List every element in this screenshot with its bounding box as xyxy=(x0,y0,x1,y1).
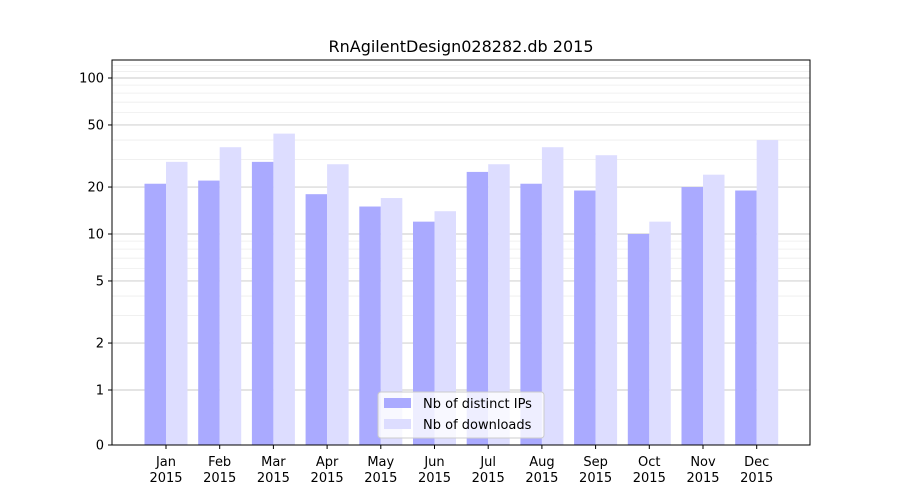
bar-downloads xyxy=(541,147,564,446)
y-axis-ticks: 0 1 2 5 10 20 50 100 xyxy=(79,72,112,454)
x-tick-label: Aug 2015 xyxy=(525,455,558,486)
bar-downloads xyxy=(219,147,242,446)
bar-downloads xyxy=(273,133,295,445)
y-tick-label: 1 xyxy=(96,384,104,399)
x-tick-year: 2015 xyxy=(149,471,182,486)
x-tick-year: 2015 xyxy=(418,471,451,486)
bar-distinct-ips xyxy=(251,161,274,445)
x-tick-month: Oct xyxy=(638,455,660,470)
x-tick-label: Apr 2015 xyxy=(311,455,344,486)
bar-downloads xyxy=(327,164,349,445)
x-tick-month: Apr xyxy=(316,455,339,470)
x-tick-label: Feb 2015 xyxy=(203,455,236,486)
bar-distinct-ips xyxy=(627,234,650,445)
bars xyxy=(144,133,779,446)
legend: Nb of distinct IPs Nb of downloads xyxy=(377,391,545,439)
x-tick-month: Feb xyxy=(208,455,231,470)
x-tick-month: Dec xyxy=(744,455,769,470)
bar-downloads xyxy=(649,221,671,445)
legend-label: Nb of distinct IPs xyxy=(423,397,532,412)
x-tick-month: Mar xyxy=(261,455,286,470)
bar-downloads xyxy=(756,140,779,445)
x-tick-year: 2015 xyxy=(633,471,666,486)
y-tick-label: 2 xyxy=(96,337,104,352)
x-tick-label: Jul 2015 xyxy=(472,455,505,486)
bar-distinct-ips xyxy=(305,194,328,445)
x-tick-year: 2015 xyxy=(257,471,290,486)
x-tick-label: May 2015 xyxy=(364,455,397,486)
x-tick-label: Jun 2015 xyxy=(418,455,451,486)
x-tick-month: May xyxy=(367,455,394,470)
x-tick-year: 2015 xyxy=(579,471,612,486)
bar-distinct-ips xyxy=(198,180,220,445)
legend-swatch xyxy=(384,419,411,429)
y-tick-label: 10 xyxy=(87,228,104,243)
x-tick-label: Nov 2015 xyxy=(686,455,719,486)
bar-downloads xyxy=(703,174,725,445)
x-tick-year: 2015 xyxy=(364,471,397,486)
x-tick-year: 2015 xyxy=(525,471,558,486)
legend-swatch xyxy=(384,398,411,408)
x-tick-year: 2015 xyxy=(472,471,505,486)
bar-distinct-ips xyxy=(144,183,166,445)
bar-downloads xyxy=(380,198,403,445)
x-tick-year: 2015 xyxy=(740,471,773,486)
bar-downloads xyxy=(488,164,510,445)
y-tick-label: 5 xyxy=(96,274,104,289)
bar-distinct-ips xyxy=(359,206,381,445)
bar-distinct-ips xyxy=(681,187,703,446)
y-tick-label: 0 xyxy=(96,439,104,454)
x-tick-month: Jun xyxy=(423,455,444,470)
chart-title: RnAgilentDesign028282.db 2015 xyxy=(328,37,593,56)
y-tick-label: 50 xyxy=(87,118,104,133)
x-tick-label: Sep 2015 xyxy=(579,455,612,486)
x-tick-year: 2015 xyxy=(311,471,344,486)
bar-distinct-ips xyxy=(735,190,757,445)
x-tick-label: Mar 2015 xyxy=(257,455,290,486)
bar-downloads xyxy=(595,155,618,446)
x-tick-label: Dec 2015 xyxy=(740,455,773,486)
x-tick-year: 2015 xyxy=(686,471,719,486)
x-tick-label: Jan 2015 xyxy=(149,455,182,486)
bar-distinct-ips xyxy=(466,171,489,445)
x-tick-month: Aug xyxy=(529,455,554,470)
bar-downloads xyxy=(434,211,456,445)
axes xyxy=(111,59,811,446)
x-tick-month: Nov xyxy=(690,455,716,470)
plot-frame xyxy=(111,59,811,446)
legend-label: Nb of downloads xyxy=(423,418,532,433)
x-tick-month: Sep xyxy=(583,455,608,470)
y-tick-label: 100 xyxy=(79,72,104,87)
x-tick-month: Jul xyxy=(479,455,496,470)
x-tick-label: Oct 2015 xyxy=(633,455,666,486)
bar-distinct-ips xyxy=(520,183,542,445)
legend-box xyxy=(377,391,545,439)
y-tick-label: 20 xyxy=(87,181,104,196)
bar-distinct-ips xyxy=(574,190,596,445)
bar-downloads xyxy=(166,161,188,445)
x-tick-month: Jan xyxy=(155,455,176,470)
bar-distinct-ips xyxy=(413,221,435,445)
x-tick-year: 2015 xyxy=(203,471,236,486)
